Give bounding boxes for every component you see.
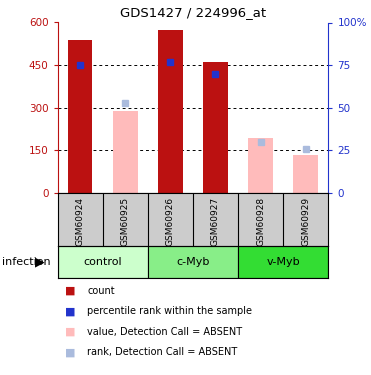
Text: GSM60927: GSM60927 xyxy=(211,197,220,246)
Text: ■: ■ xyxy=(65,306,75,316)
Text: GSM60928: GSM60928 xyxy=(256,197,265,246)
Bar xyxy=(203,62,228,193)
Text: GSM60925: GSM60925 xyxy=(121,197,130,246)
Text: value, Detection Call = ABSENT: value, Detection Call = ABSENT xyxy=(87,327,242,337)
Text: rank, Detection Call = ABSENT: rank, Detection Call = ABSENT xyxy=(87,348,237,357)
Text: c-Myb: c-Myb xyxy=(176,256,210,267)
Text: infection: infection xyxy=(2,256,50,267)
Bar xyxy=(238,246,328,278)
Bar xyxy=(248,138,273,193)
Title: GDS1427 / 224996_at: GDS1427 / 224996_at xyxy=(120,6,266,18)
Bar xyxy=(148,246,238,278)
Text: ■: ■ xyxy=(65,327,75,337)
Text: v-Myb: v-Myb xyxy=(266,256,300,267)
Text: ▶: ▶ xyxy=(35,255,45,268)
Text: GSM60924: GSM60924 xyxy=(76,197,85,246)
Bar xyxy=(293,155,318,193)
Bar xyxy=(58,246,148,278)
Bar xyxy=(113,111,138,193)
Text: ■: ■ xyxy=(65,286,75,296)
Text: count: count xyxy=(87,286,115,296)
Text: ■: ■ xyxy=(65,348,75,357)
Text: GSM60926: GSM60926 xyxy=(166,197,175,246)
Text: percentile rank within the sample: percentile rank within the sample xyxy=(87,306,252,316)
Text: control: control xyxy=(83,256,122,267)
Bar xyxy=(158,30,183,193)
Text: GSM60929: GSM60929 xyxy=(301,197,310,246)
Bar xyxy=(68,40,92,193)
